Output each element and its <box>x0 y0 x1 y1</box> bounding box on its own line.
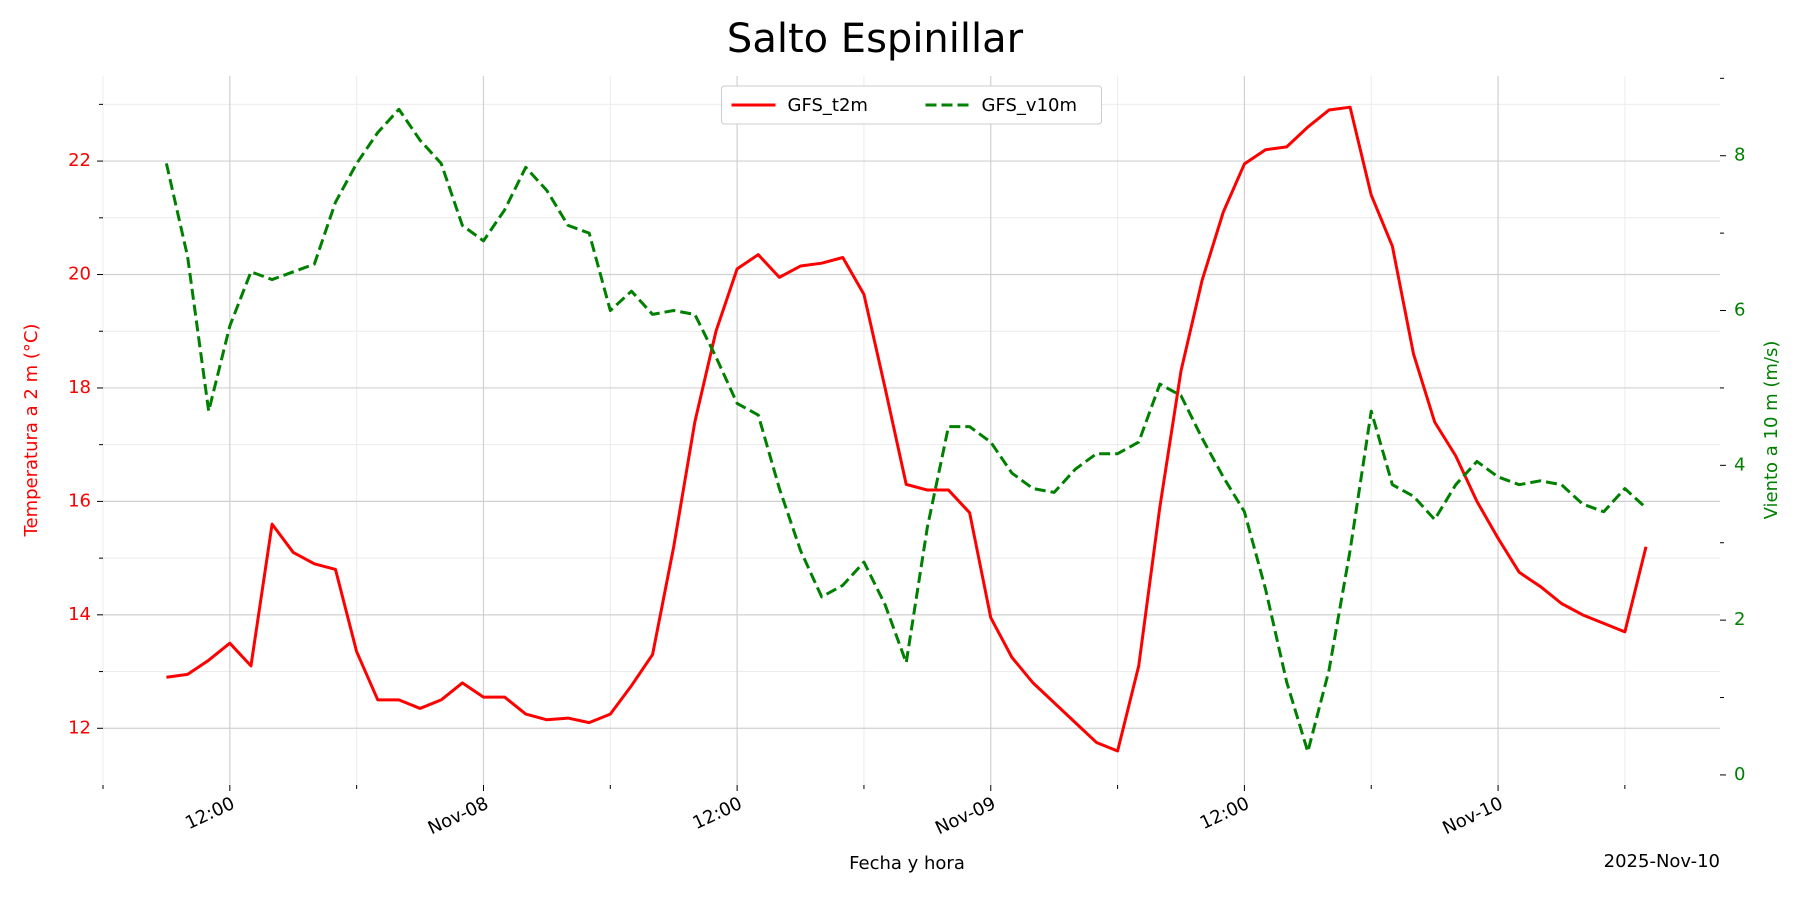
y2-tick-label: 4 <box>1734 454 1745 475</box>
y2-axis-label: Viento a 10 m (m/s) <box>1761 341 1782 520</box>
y-tick-label: 14 <box>68 604 91 625</box>
x-tick-label: 12:00 <box>182 793 238 834</box>
y-tick-label: 22 <box>68 150 91 171</box>
y2-tick-label: 6 <box>1734 300 1745 321</box>
x-tick-label: Nov-09 <box>932 793 999 839</box>
y2-tick-label: 2 <box>1734 609 1745 630</box>
y-axis-label: Temperatura a 2 m (°C) <box>21 324 42 538</box>
y-tick-label: 16 <box>68 490 91 511</box>
date-annotation: 2025-Nov-10 <box>1604 851 1720 872</box>
legend-label: GFS_t2m <box>788 95 868 116</box>
legend-label: GFS_v10m <box>982 95 1078 116</box>
y2-tick-label: 8 <box>1734 145 1745 166</box>
x-tick-label: 12:00 <box>1197 793 1253 834</box>
x-tick-label: Nov-08 <box>425 793 492 839</box>
series-line <box>166 105 1648 753</box>
y-tick-label: 18 <box>68 377 91 398</box>
y-tick-label: 12 <box>68 717 91 738</box>
series-line <box>164 107 1648 754</box>
y2-tick-label: 0 <box>1734 764 1745 785</box>
legend-box <box>721 85 1102 125</box>
chart-title: Salto Espinillar <box>727 16 1024 62</box>
legend: GFS_t2m GFS_v10m <box>721 85 1102 125</box>
x-tick-label: Nov-10 <box>1439 793 1506 839</box>
x-axis-label: Fecha y hora <box>849 853 965 874</box>
x-tick-label: 12:00 <box>689 793 745 834</box>
y-tick-label: 20 <box>68 264 91 285</box>
